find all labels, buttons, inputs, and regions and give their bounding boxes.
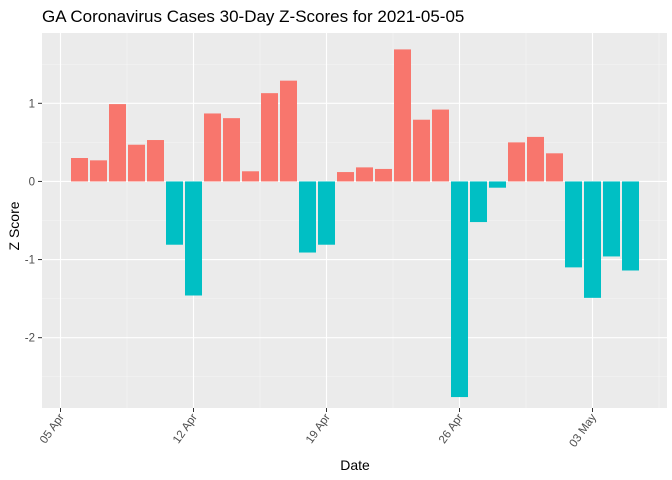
y-axis-title: Z Score <box>6 201 22 250</box>
bar-2021-04-08 <box>109 104 126 182</box>
grid-lines <box>42 33 667 408</box>
y-tick-label-0: -2 <box>25 333 35 345</box>
bar-2021-04-18 <box>299 181 316 253</box>
x-tick-label-4: 03 May <box>567 412 599 450</box>
x-tick-label-0: 05 Apr <box>38 412 67 446</box>
bar-2021-04-07 <box>90 160 107 182</box>
bar-2021-04-12 <box>185 181 202 296</box>
bar-2021-04-15 <box>242 171 259 182</box>
y-tick-label-3: 1 <box>29 98 35 110</box>
bar-2021-04-10 <box>147 140 164 182</box>
bar-2021-04-29 <box>508 142 525 182</box>
bar-2021-05-04 <box>603 181 620 257</box>
y-tick-label-2: 0 <box>29 176 35 188</box>
bar-2021-04-23 <box>394 49 411 182</box>
x-tick-label-1: 12 Apr <box>171 412 200 446</box>
bar-2021-04-17 <box>280 80 297 182</box>
bar-2021-04-26 <box>451 181 468 398</box>
x-axis-title: Date <box>340 457 370 473</box>
x-tick-label-2: 19 Apr <box>304 412 333 446</box>
bar-2021-04-25 <box>432 109 449 182</box>
bar-2021-05-01 <box>546 153 563 182</box>
bar-2021-04-11 <box>166 181 183 245</box>
bar-2021-04-06 <box>71 158 88 182</box>
bar-2021-04-22 <box>375 168 392 182</box>
bar-2021-04-13 <box>204 113 221 182</box>
bar-2021-04-24 <box>413 119 430 182</box>
bar-2021-05-02 <box>565 181 582 268</box>
bar-2021-04-14 <box>223 118 240 182</box>
x-tick-label-3: 26 Apr <box>437 412 466 446</box>
bar-2021-04-30 <box>527 136 544 182</box>
bar-2021-04-27 <box>470 181 487 223</box>
bar-2021-04-16 <box>261 93 278 182</box>
bar-2021-04-20 <box>337 172 354 182</box>
bar-2021-05-03 <box>584 181 601 298</box>
bar-2021-04-21 <box>356 167 373 182</box>
bar-2021-04-19 <box>318 181 335 245</box>
bar-2021-05-05 <box>622 181 639 271</box>
bars <box>71 49 639 398</box>
y-tick-label-1: -1 <box>25 255 35 267</box>
bar-2021-04-28 <box>489 181 506 188</box>
bar-2021-04-09 <box>128 144 145 182</box>
chart-title: GA Coronavirus Cases 30-Day Z-Scores for… <box>42 7 464 26</box>
